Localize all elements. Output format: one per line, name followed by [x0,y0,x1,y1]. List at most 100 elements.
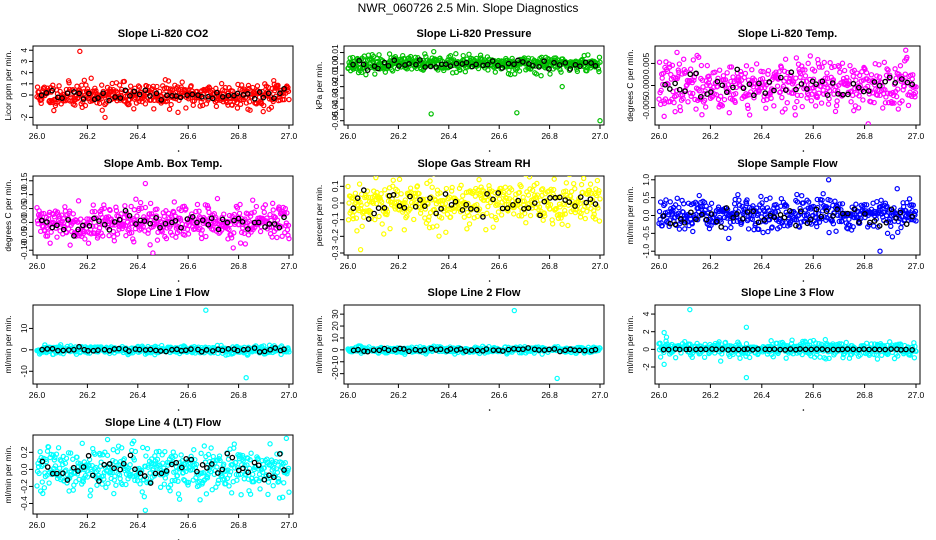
data-point [285,222,292,229]
reference-point [360,187,367,193]
reference-point [839,210,846,217]
data-point [911,355,918,361]
reference-point [225,346,232,352]
data-point [373,176,379,181]
reference-point [693,216,699,223]
data-point [96,225,103,231]
data-point [107,207,113,214]
reference-point [495,190,502,196]
data-point [746,354,753,361]
reference-point [157,224,163,231]
data-point [656,208,663,215]
data-point [492,69,499,75]
data-point [436,233,442,239]
data-point [568,188,575,195]
data-point [851,67,857,74]
data-point [286,96,292,103]
x-tick-label: 26.6 [491,131,508,141]
reference-point [203,347,210,353]
reference-point [505,60,512,67]
data-point [880,105,886,111]
x-tick-label: 26.6 [805,261,822,271]
reference-point [723,89,730,96]
data-point [807,338,814,345]
reference-point [381,205,388,211]
data-point [769,224,775,230]
data-point [800,200,807,206]
y-tick-label: 0.5 [641,191,651,203]
reference-point [463,59,470,66]
data-point [567,176,572,178]
data-point [669,62,676,69]
data-point [518,183,524,190]
axis-mark [177,150,180,152]
data-point [168,101,174,108]
reference-point [85,347,91,354]
reference-point [59,95,65,101]
data-point [661,113,667,120]
data-point [476,206,483,212]
x-tick-label: 26.8 [541,131,558,141]
reference-point [489,58,496,64]
data-point [254,83,261,89]
data-point [438,215,445,221]
panel-4: Slope Amb. Box Temp.26.0 26.2 26.4 26.6 26.8… [3,158,298,282]
reference-point [356,57,363,64]
data-point [863,70,870,76]
data-point [832,108,839,115]
reference-point [235,215,242,222]
data-point [722,225,729,231]
scatter-points [345,176,603,253]
data-point [794,98,800,105]
data-point [716,67,723,73]
data-point [840,354,846,361]
reference-point [793,222,799,229]
reference-point [412,203,419,210]
reference-point [71,232,77,239]
data-point [426,214,432,220]
reference-point [422,64,429,70]
data-point [836,218,842,225]
data-point [703,203,709,209]
reference-point [417,57,423,63]
data-point [866,352,873,358]
reference-point [682,88,688,95]
data-point [584,68,590,74]
data-point [536,204,543,210]
x-tick-label: 26.8 [230,131,247,141]
data-point [261,102,267,109]
data-point [247,107,253,113]
x-tick-label: 26.2 [390,390,407,400]
reference-point [43,90,50,96]
data-point [171,199,178,205]
data-point [478,184,484,190]
reference-point [239,218,246,225]
reference-point [782,87,789,93]
data-point [758,68,764,75]
data-point [363,194,370,200]
data-point [152,218,158,224]
reference-point [106,97,113,104]
data-point [825,101,832,107]
reference-point [199,217,206,224]
data-point [106,232,112,239]
data-point [856,72,863,79]
data-point [790,90,796,96]
data-point [466,51,472,57]
reference-point [851,206,858,213]
x-tick-label: 26.8 [856,390,873,400]
data-point [357,205,364,212]
data-point [910,72,916,78]
reference-point [437,346,444,353]
x-tick-label: 26.2 [79,390,96,400]
data-point [578,181,585,188]
data-point [101,205,108,212]
reference-point [771,87,777,94]
x-tick-label: 26.0 [651,131,668,141]
data-point [586,189,592,196]
data-point [661,361,667,368]
data-point [693,106,699,112]
reference-point [245,346,251,352]
data-point [811,68,818,74]
data-point [133,196,139,202]
